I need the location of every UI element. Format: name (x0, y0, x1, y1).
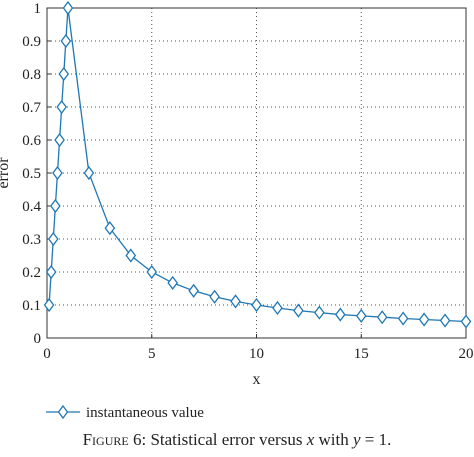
data-point-marker (460, 314, 472, 329)
data-point-marker (314, 305, 325, 320)
figure-label: Figure 6 (82, 430, 142, 449)
data-point-marker (60, 33, 72, 49)
y-axis-label: error (0, 157, 12, 189)
figure-caption: Figure 6: Statistical error versus x wit… (0, 430, 474, 450)
y-tick-label: 0.6 (22, 133, 41, 149)
data-point-marker (83, 165, 95, 181)
legend-label: instantaneous value (86, 405, 204, 421)
data-point-marker (45, 264, 57, 280)
data-point-marker (397, 311, 409, 326)
data-point-marker (334, 307, 346, 322)
series-line (48, 7, 467, 323)
x-tick-label: 20 (459, 346, 474, 362)
y-tick-label: 0.1 (22, 298, 41, 314)
data-point-marker (125, 248, 137, 263)
data-point-marker (230, 294, 241, 309)
y-tick-label: 0.2 (22, 265, 41, 281)
series-layer (43, 0, 472, 329)
data-point-marker (418, 312, 430, 327)
axis-ticks: 0 5 10 15 20 0 0.1 0.2 0.3 0.4 0.5 0.6 0.7 0.8 0.9 1 (22, 1, 473, 362)
y-tick-label: 0 (34, 331, 42, 347)
data-point-marker (62, 0, 74, 16)
x-tick-label: 15 (354, 346, 369, 362)
data-point-marker (167, 275, 179, 290)
data-point-marker (47, 231, 59, 247)
caption-var-y: y (353, 430, 361, 449)
x-tick-label: 10 (249, 346, 264, 362)
data-point-marker (188, 283, 199, 298)
data-point-marker (209, 289, 220, 304)
data-point-marker (54, 132, 65, 148)
x-axis-label: x (253, 371, 261, 388)
data-point-marker (58, 66, 70, 82)
y-tick-label: 0.5 (22, 166, 41, 182)
y-tick-label: 0.8 (22, 67, 41, 83)
grid-lines (47, 8, 466, 338)
legend-diamond-marker (57, 404, 69, 420)
caption-var-x: x (306, 430, 315, 449)
y-tick-label: 0.4 (22, 199, 41, 215)
data-point-marker (43, 297, 55, 313)
x-tick-label: 5 (148, 346, 156, 362)
data-point-marker (272, 300, 283, 316)
y-tick-label: 1 (34, 1, 42, 17)
legend: instantaneous value (46, 404, 204, 421)
caption-text-1: : Statistical error versus (141, 430, 307, 449)
data-point-marker (439, 313, 451, 328)
data-point-marker (104, 221, 116, 236)
caption-text-2: with (314, 430, 353, 449)
data-point-marker (52, 165, 63, 181)
y-tick-label: 0.9 (22, 34, 41, 50)
y-tick-label: 0.3 (22, 232, 41, 248)
data-point-marker (251, 297, 262, 313)
x-tick-label: 0 (43, 346, 51, 362)
data-point-marker (146, 264, 158, 280)
data-point-marker (50, 198, 61, 214)
y-tick-label: 0.7 (22, 100, 41, 116)
data-point-marker (376, 310, 388, 325)
data-point-marker (293, 303, 304, 318)
data-point-marker (56, 99, 67, 115)
data-point-marker (355, 308, 367, 323)
caption-text-3: = 1. (360, 430, 392, 449)
